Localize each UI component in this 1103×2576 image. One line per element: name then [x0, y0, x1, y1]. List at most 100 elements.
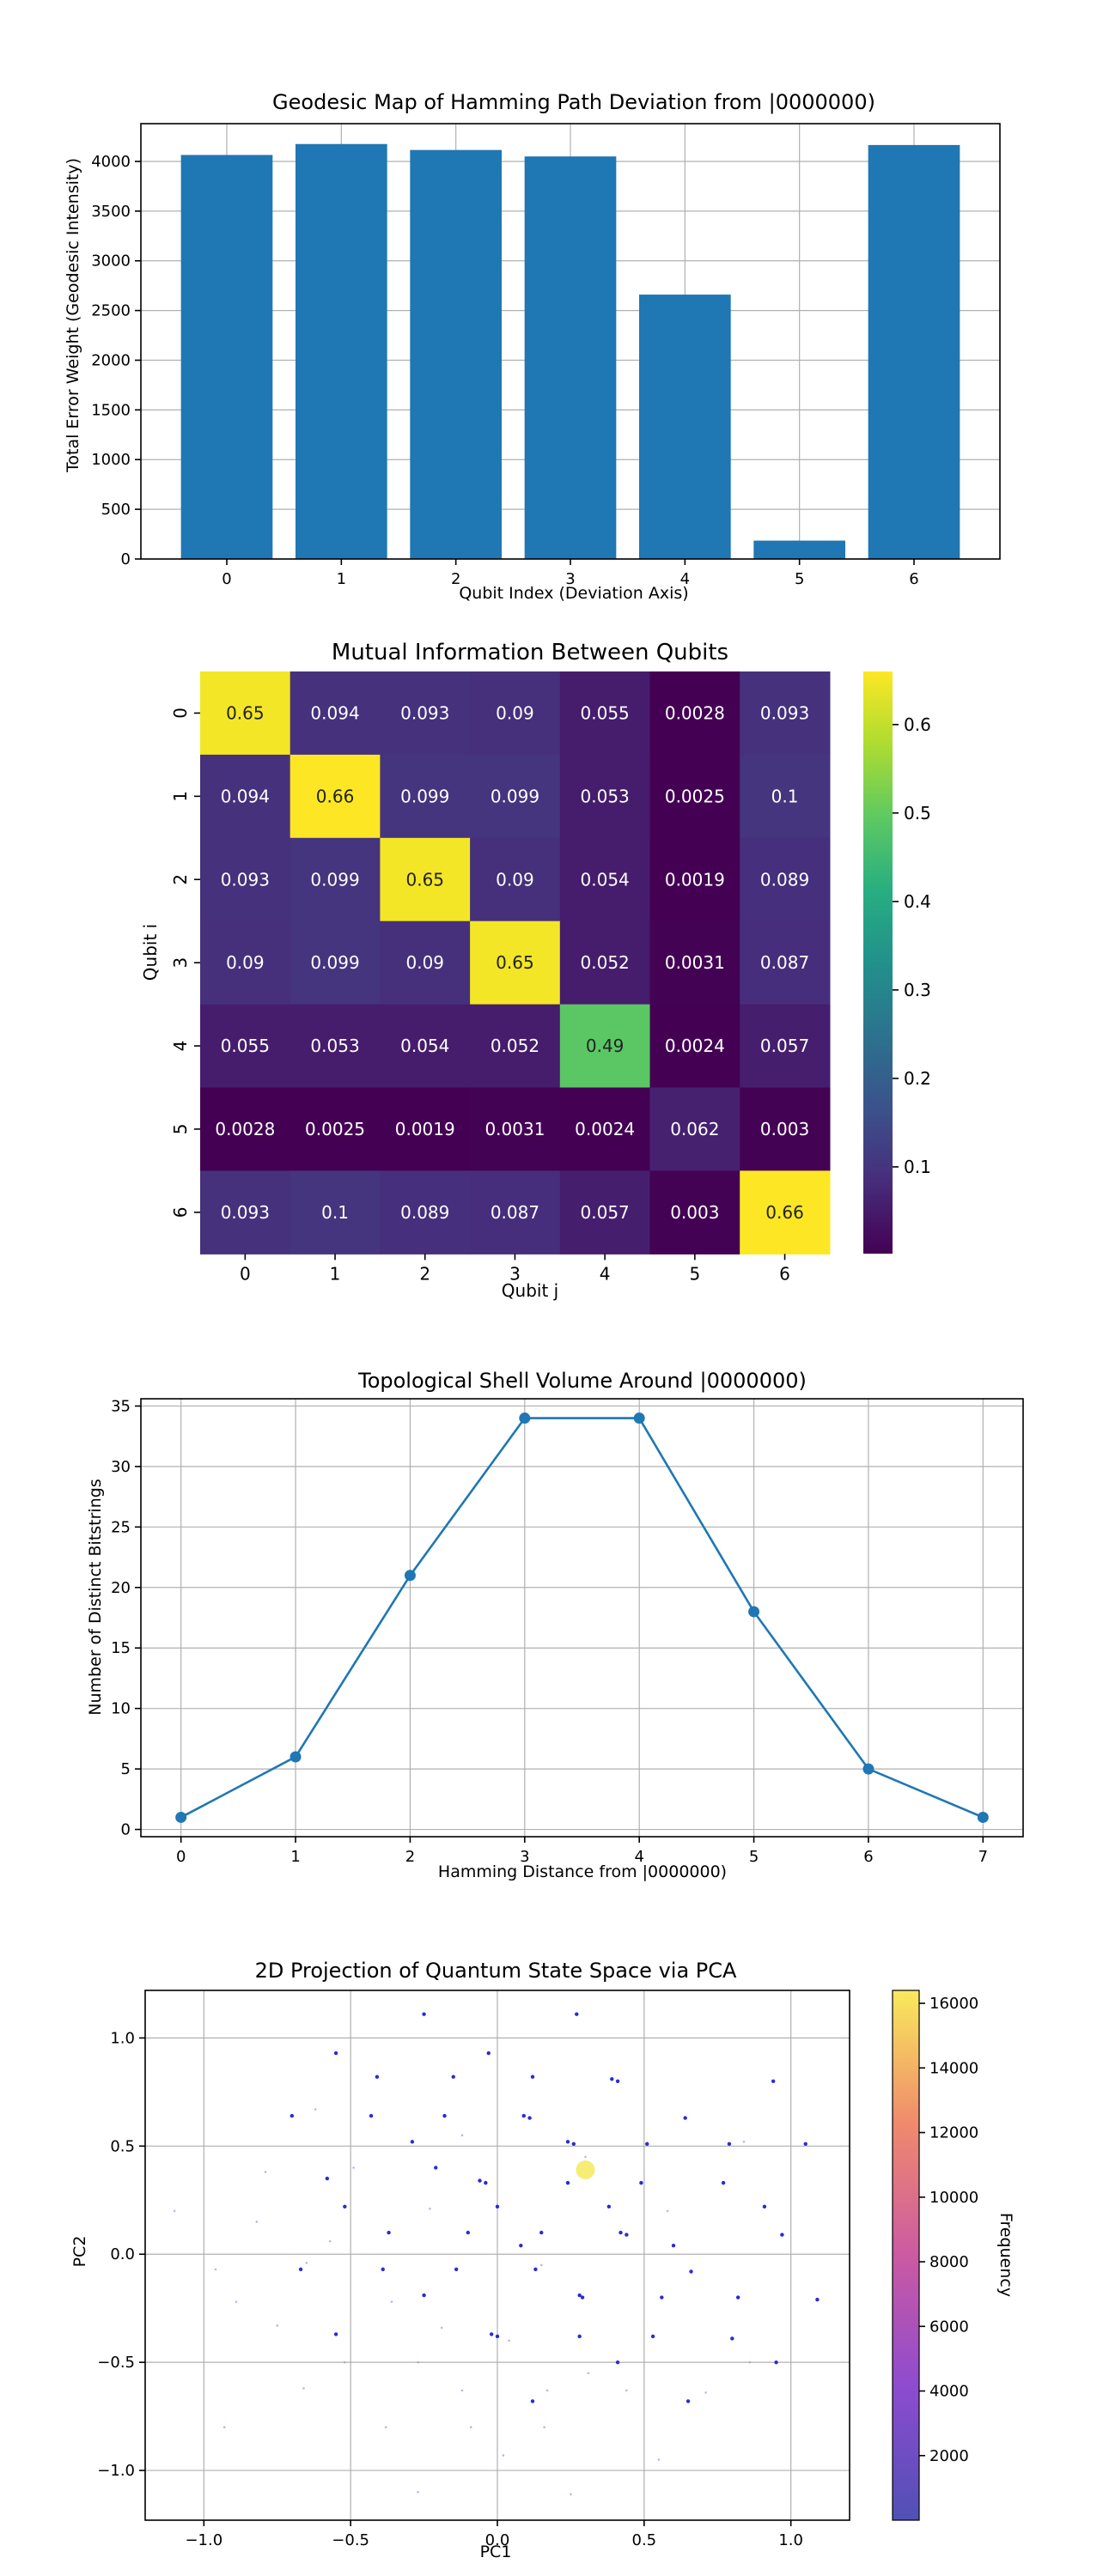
heatmap-cell [740, 671, 831, 756]
bar-x-tick-label: 2 [451, 570, 460, 588]
scatter-colorbar-tick-label: 8000 [929, 2253, 969, 2271]
scatter-grid [145, 1990, 850, 2520]
heatmap-y-tick-label: 0 [170, 708, 191, 719]
scatter-point [460, 2134, 464, 2137]
bar [868, 144, 960, 559]
line-chart-ylabel: Number of Distinct Bitstrings [86, 1479, 105, 1715]
heatmap-cell-label: 0.66 [316, 786, 355, 806]
bar [410, 149, 502, 559]
scatter-point [543, 2426, 545, 2429]
scatter-point [478, 2178, 482, 2183]
scatter-point [606, 2204, 612, 2209]
scatter-y-ticks: −1.0 −0.5 0.0 0.5 1.0 [97, 2029, 145, 2480]
heatmap-x-tick-label: 0 [240, 1263, 251, 1284]
heatmap-cell [200, 1004, 291, 1089]
bar [524, 156, 617, 560]
scatter-colorbar-tick-label: 14000 [929, 2059, 978, 2077]
heatmap-cell-label: 0.0025 [305, 1119, 365, 1139]
scatter-point [305, 2262, 308, 2264]
scatter-point [780, 2233, 784, 2237]
scatter-point [410, 2140, 415, 2144]
heatmap-cell [470, 754, 561, 839]
bar-chart-xlabel: Qubit Index (Deviation Axis) [459, 584, 688, 603]
heatmap-cell [740, 754, 831, 839]
heatmap-colorbar-tick-label: 0.1 [904, 1157, 931, 1177]
heatmap-cell-labels: 0.65 0.094 0.093 0.09 0.055 0.0028 0.093 0.094 0… [215, 702, 809, 1222]
scatter-point [571, 2142, 576, 2147]
heatmap-y-tick-label: 3 [170, 957, 191, 969]
heatmap-cell [649, 1087, 740, 1171]
heatmap-cell [740, 837, 831, 922]
scatter-point [527, 2116, 532, 2120]
scatter-ylabel: PC2 [70, 2236, 89, 2268]
heatmap-title: Mutual Information Between Qubits [332, 640, 728, 665]
line-y-tick-label: 5 [121, 1760, 131, 1778]
line-x-tick-label: 3 [520, 1848, 529, 1866]
line-y-tick-label: 25 [111, 1518, 131, 1536]
scatter-point [486, 2050, 491, 2056]
heatmap-cell [470, 837, 561, 922]
scatter-point [289, 2113, 295, 2118]
heatmap-cell-label: 0.003 [670, 1202, 719, 1223]
heatmap-colorbar-tick-label: 0.4 [904, 891, 931, 912]
scatter-point [381, 2267, 385, 2272]
line-x-tick-label: 6 [863, 1848, 873, 1866]
scatter-highlight-point [576, 2160, 595, 2180]
scatter-point [417, 2360, 420, 2364]
scatter-points [173, 2012, 820, 2496]
scatter-point [314, 2108, 317, 2111]
scatter-point [565, 2180, 570, 2185]
scatter-point [660, 2295, 664, 2300]
line-chart-xlabel: Hamming Distance from |0000000) [438, 1862, 727, 1881]
scatter-colorbar-tick-label: 10000 [929, 2189, 978, 2207]
scatter-point [721, 2180, 726, 2185]
line-series-path [180, 1417, 984, 1819]
scatter-y-tick-label: 1.0 [110, 2029, 135, 2047]
scatter-colorbar-tick-label: 2000 [929, 2447, 969, 2465]
heatmap-cell-label: 0.055 [581, 702, 630, 723]
heatmap-x-tick-label: 3 [509, 1263, 521, 1284]
heatmap-cell-label: 0.0031 [665, 952, 725, 973]
scatter-xlabel: PC1 [480, 2543, 512, 2561]
scatter-point [469, 2426, 472, 2429]
heatmap-cell [289, 837, 381, 922]
scatter-point [771, 2079, 776, 2083]
heatmap-cell-label: 0.052 [491, 1036, 539, 1056]
heatmap-cell-label: 0.66 [765, 1202, 804, 1223]
scatter-point [539, 2263, 543, 2267]
heatmap-cell-label: 0.062 [670, 1119, 719, 1139]
scatter-point [615, 2079, 620, 2083]
heatmap-cell [649, 671, 740, 756]
scatter-point [387, 2230, 391, 2235]
heatmap-cell-label: 0.0019 [395, 1119, 455, 1139]
heatmap-cell-label: 0.053 [310, 1036, 359, 1056]
scatter-point [451, 2075, 455, 2079]
heatmap-cell [740, 1170, 831, 1255]
bar-y-tick-label: 3500 [91, 203, 131, 221]
scatter-point [565, 2140, 570, 2144]
bar [753, 540, 845, 559]
line-y-tick-label: 20 [111, 1579, 131, 1597]
heatmap-cell-label: 0.0028 [665, 702, 725, 723]
scatter-point [214, 2268, 217, 2271]
heatmap-cell-label: 0.49 [586, 1036, 625, 1056]
scatter-point [343, 2204, 347, 2209]
heatmap-colorbar-tick-label: 0.2 [904, 1068, 931, 1089]
scatter-point [815, 2297, 820, 2302]
heatmap-cell [380, 1170, 471, 1255]
bar-chart-frame [140, 123, 1001, 560]
heatmap-y-tick-label: 4 [170, 1041, 191, 1052]
heatmap-y-tick-label: 1 [170, 791, 191, 802]
scatter-y-tick-label: 0.0 [110, 2245, 135, 2263]
scatter-point [429, 2208, 431, 2210]
scatter-point [610, 2077, 614, 2081]
scatter-point [417, 2490, 420, 2494]
heatmap-cell-label: 0.057 [760, 1036, 809, 1056]
line-point [404, 1570, 416, 1582]
scatter-point [422, 2293, 426, 2298]
heatmap-cell [200, 754, 291, 839]
heatmap-cell [289, 1087, 381, 1171]
heatmap-x-ticks: 0 1 2 3 4 5 6 [240, 1254, 790, 1284]
heatmap-cell-label: 0.65 [405, 869, 444, 890]
